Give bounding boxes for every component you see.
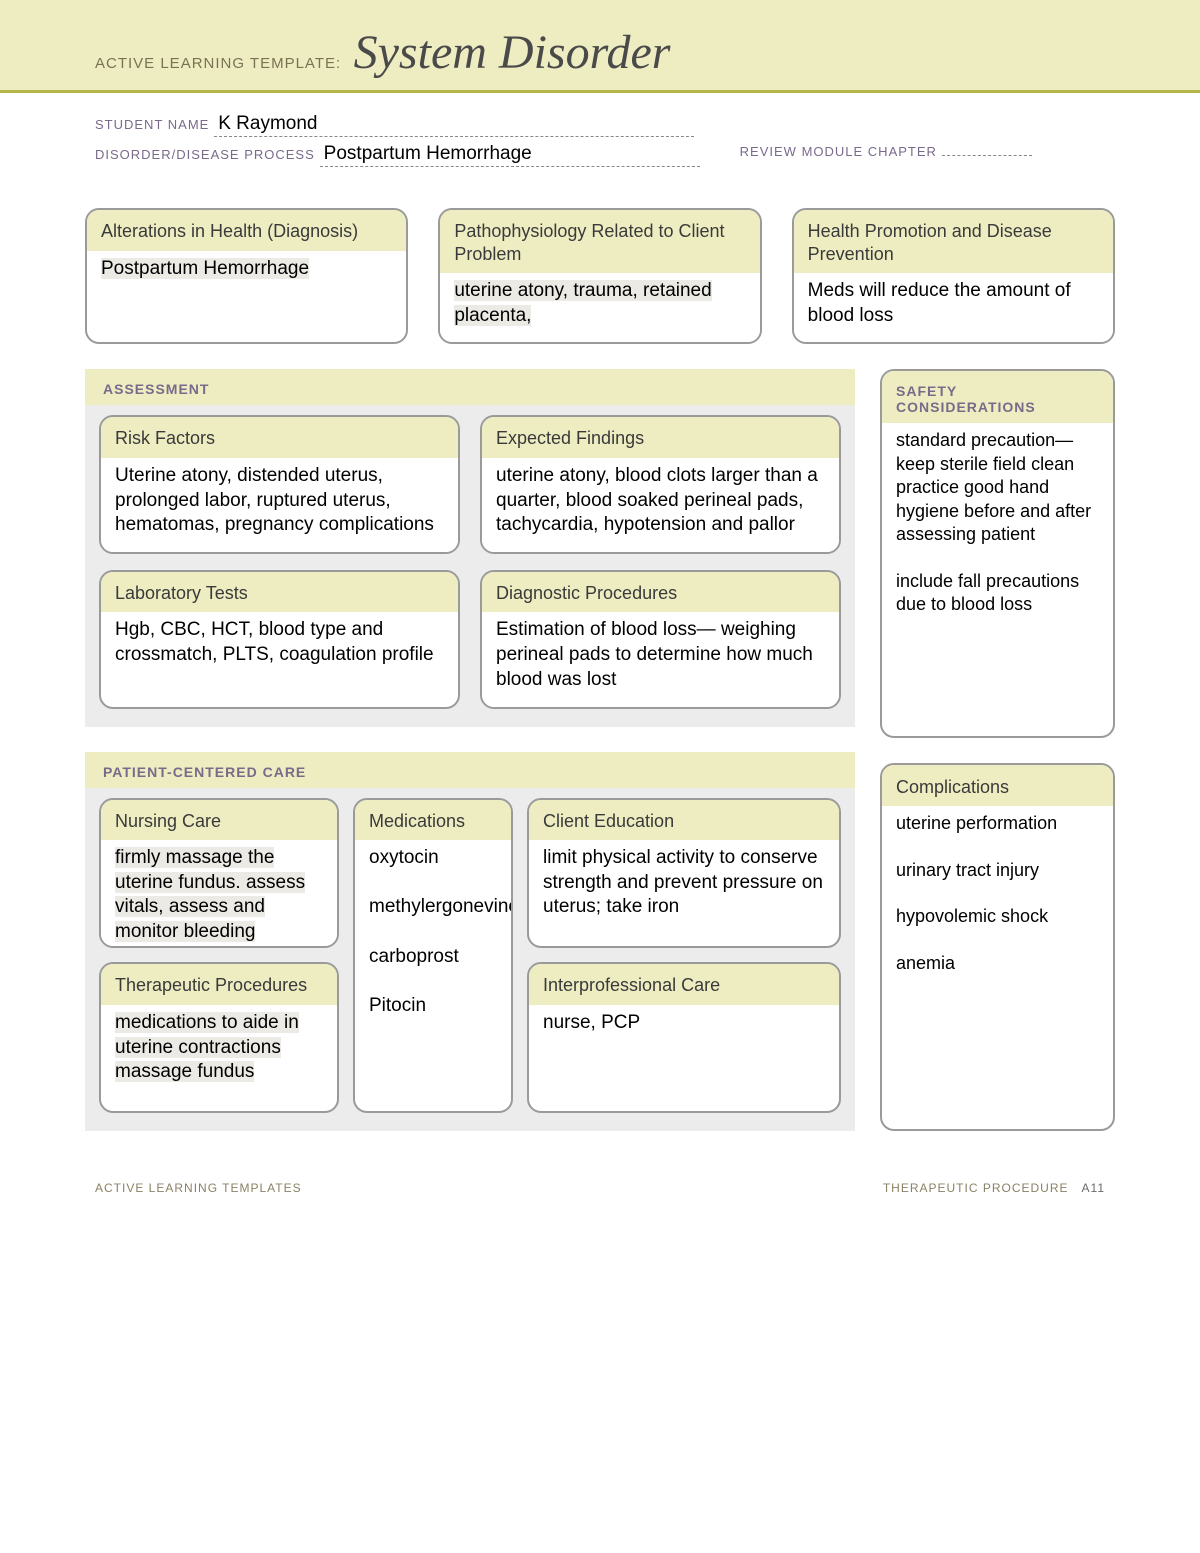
assessment-section: ASSESSMENT Risk Factors Uterine atony, d… xyxy=(85,369,855,726)
card-risk-title: Risk Factors xyxy=(101,417,458,458)
card-risk-body: Uterine atony, distended uterus, prolong… xyxy=(101,458,458,552)
pcc-section: PATIENT-CENTERED CARE Nursing Care firml… xyxy=(85,752,855,1132)
assessment-title: ASSESSMENT xyxy=(85,369,855,405)
banner-label: ACTIVE LEARNING TEMPLATE: xyxy=(95,55,341,72)
content: Alterations in Health (Diagnosis) Postpa… xyxy=(0,183,1200,1151)
card-interprofessional: Interprofessional Care nurse, PCP xyxy=(527,962,841,1113)
card-medications: Medications oxytocin methylergonevine ca… xyxy=(353,798,513,1114)
card-safety: SAFETY CONSIDERATIONS standard precautio… xyxy=(880,369,1115,737)
top-row: Alterations in Health (Diagnosis) Postpa… xyxy=(85,208,1115,344)
card-diag-title: Diagnostic Procedures xyxy=(482,572,839,613)
card-nursing-body: firmly massage the uterine fundus. asses… xyxy=(115,847,305,942)
card-meds-title: Medications xyxy=(355,800,511,841)
card-lab-body: Hgb, CBC, HCT, blood type and crossmatch… xyxy=(101,612,458,681)
card-meds-body: oxytocin methylergonevine carboprost Pit… xyxy=(355,840,511,1033)
card-nursing-care: Nursing Care firmly massage the uterine … xyxy=(99,798,339,949)
meta-block: STUDENT NAME K Raymond DISORDER/DISEASE … xyxy=(0,93,1200,183)
pcc-title: PATIENT-CENTERED CARE xyxy=(85,752,855,788)
banner-title: System Disorder xyxy=(354,25,671,80)
card-inter-title: Interprofessional Care xyxy=(529,964,839,1005)
review-chapter-blank xyxy=(942,155,1032,156)
page: ACTIVE LEARNING TEMPLATE: System Disorde… xyxy=(0,0,1200,1245)
card-alterations: Alterations in Health (Diagnosis) Postpa… xyxy=(85,208,408,344)
card-expected-findings: Expected Findings uterine atony, blood c… xyxy=(480,415,841,554)
card-edu-title: Client Education xyxy=(529,800,839,841)
card-health-promo-body: Meds will reduce the amount of blood los… xyxy=(794,273,1113,342)
card-expected-body: uterine atony, blood clots larger than a… xyxy=(482,458,839,552)
card-patho-title: Pathophysiology Related to Client Proble… xyxy=(440,210,759,273)
card-complications-title: Complications xyxy=(882,765,1113,806)
review-chapter-label: REVIEW MODULE CHAPTER xyxy=(740,144,937,159)
card-risk-factors: Risk Factors Uterine atony, distended ut… xyxy=(99,415,460,554)
card-nursing-title: Nursing Care xyxy=(101,800,337,841)
main-row: ASSESSMENT Risk Factors Uterine atony, d… xyxy=(85,369,1115,1131)
banner: ACTIVE LEARNING TEMPLATE: System Disorde… xyxy=(0,0,1200,93)
footer: ACTIVE LEARNING TEMPLATES THERAPEUTIC PR… xyxy=(0,1151,1200,1245)
card-alterations-body: Postpartum Hemorrhage xyxy=(101,258,309,279)
card-inter-body: nurse, PCP xyxy=(529,1005,839,1050)
footer-right-label: THERAPEUTIC PROCEDURE xyxy=(883,1181,1069,1195)
card-diag-proc: Diagnostic Procedures Estimation of bloo… xyxy=(480,570,841,709)
card-patho: Pathophysiology Related to Client Proble… xyxy=(438,208,761,344)
card-edu-body: limit physical activity to conserve stre… xyxy=(529,840,839,934)
card-client-edu: Client Education limit physical activity… xyxy=(527,798,841,949)
card-lab-title: Laboratory Tests xyxy=(101,572,458,613)
student-name-value: K Raymond xyxy=(214,113,694,137)
card-ther-body: medications to aide in uterine contracti… xyxy=(115,1012,299,1082)
footer-right: THERAPEUTIC PROCEDURE A11 xyxy=(883,1181,1105,1195)
card-safety-body: standard precaution— keep sterile field … xyxy=(882,423,1113,630)
card-alterations-title: Alterations in Health (Diagnosis) xyxy=(87,210,406,251)
footer-right-code: A11 xyxy=(1082,1181,1105,1195)
card-safety-title: SAFETY CONSIDERATIONS xyxy=(882,371,1113,423)
card-diag-body: Estimation of blood loss— weighing perin… xyxy=(482,612,839,706)
left-stack: ASSESSMENT Risk Factors Uterine atony, d… xyxy=(85,369,855,1131)
card-expected-title: Expected Findings xyxy=(482,417,839,458)
card-complications: Complications uterine performation urina… xyxy=(880,763,1115,1131)
meta-row-disorder: DISORDER/DISEASE PROCESS Postpartum Hemo… xyxy=(95,143,1105,167)
footer-left: ACTIVE LEARNING TEMPLATES xyxy=(95,1181,302,1195)
disorder-value: Postpartum Hemorrhage xyxy=(320,143,700,167)
card-complications-body: uterine performation urinary tract injur… xyxy=(882,806,1113,990)
disorder-label: DISORDER/DISEASE PROCESS xyxy=(95,147,315,162)
meta-row-student: STUDENT NAME K Raymond xyxy=(95,113,1105,137)
card-therapeutic: Therapeutic Procedures medications to ai… xyxy=(99,962,339,1113)
card-patho-body: uterine atony, trauma, retained placenta… xyxy=(454,280,711,326)
card-health-promo: Health Promotion and Disease Prevention … xyxy=(792,208,1115,344)
card-ther-title: Therapeutic Procedures xyxy=(101,964,337,1005)
right-stack: SAFETY CONSIDERATIONS standard precautio… xyxy=(880,369,1115,1131)
student-name-label: STUDENT NAME xyxy=(95,117,209,132)
card-lab-tests: Laboratory Tests Hgb, CBC, HCT, blood ty… xyxy=(99,570,460,709)
card-health-promo-title: Health Promotion and Disease Prevention xyxy=(794,210,1113,273)
